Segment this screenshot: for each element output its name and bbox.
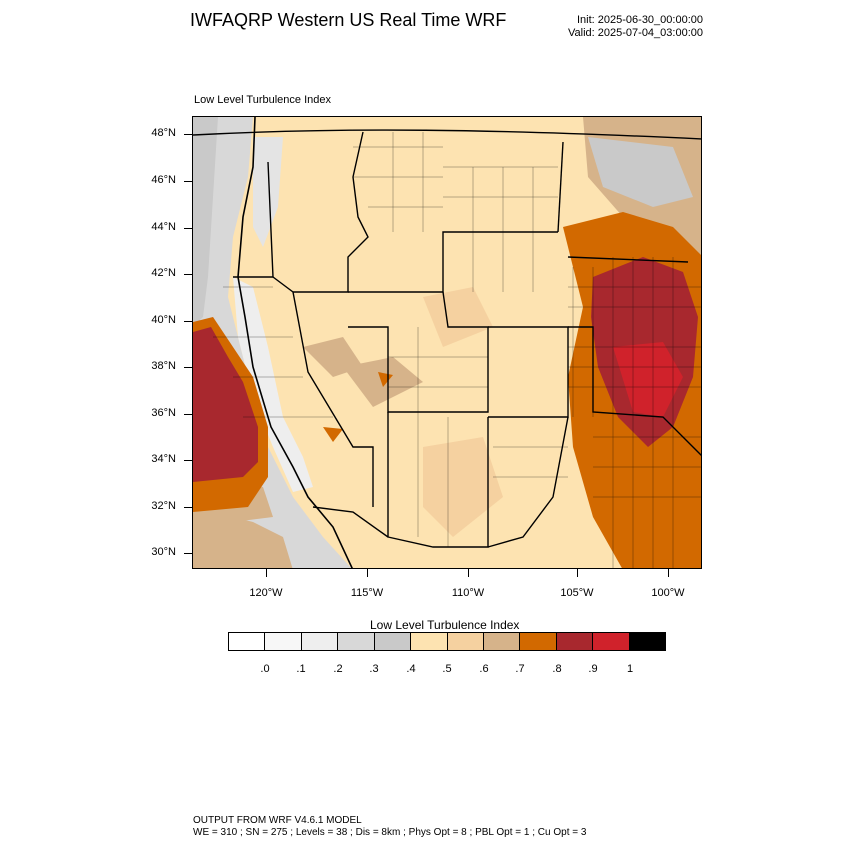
lat-tick xyxy=(184,321,192,322)
lat-tick xyxy=(184,274,192,275)
colorbar-cell xyxy=(301,633,339,650)
coastline xyxy=(237,117,353,568)
lat-label-36: 36°N xyxy=(151,407,176,419)
valid-time: Valid: 2025-07-04_03:00:00 xyxy=(568,27,703,39)
map-subtitle: Low Level Turbulence Index xyxy=(194,94,331,106)
coast-light-field xyxy=(233,277,313,492)
init-time: Init: 2025-06-30_00:00:00 xyxy=(577,14,703,26)
colorbar-cell xyxy=(520,633,557,650)
lat-label-40: 40°N xyxy=(151,314,176,326)
lat-tick xyxy=(184,414,192,415)
colorbar-label: .4 xyxy=(406,663,416,675)
pnw-gray-field xyxy=(253,137,283,247)
init-valid-block: Init: 2025-06-30_00:00:00 Valid: 2025-07… xyxy=(520,14,703,40)
south-tan-field xyxy=(193,507,293,568)
colorbar-title: Low Level Turbulence Index xyxy=(370,618,520,632)
county-lines xyxy=(213,132,701,568)
lat-label-48: 48°N xyxy=(151,127,176,139)
lat-label-44: 44°N xyxy=(151,221,176,233)
lat-tick xyxy=(184,228,192,229)
colorbar-label: .6 xyxy=(479,663,489,675)
main-title: IWFAQRP Western US Real Time WRF xyxy=(190,10,507,30)
lat-tick xyxy=(184,367,192,368)
colorbar-label: .9 xyxy=(588,663,598,675)
colorbar-cell xyxy=(338,633,375,650)
colorbar-cell xyxy=(411,633,448,650)
colorbar-cell xyxy=(265,633,302,650)
lon-label-115: 115°W xyxy=(350,587,384,599)
map-canvas xyxy=(193,117,701,568)
colorbar-label: .2 xyxy=(333,663,343,675)
turbulence-map xyxy=(192,116,702,569)
lat-tick xyxy=(184,181,192,182)
colorbar-label: .0 xyxy=(260,663,270,675)
colorbar-cell xyxy=(374,633,412,650)
offshore-red-field xyxy=(193,327,258,482)
colorbar-label: .5 xyxy=(442,663,452,675)
footer-model-line: OUTPUT FROM WRF V4.6.1 MODEL xyxy=(193,815,362,826)
lon-tick xyxy=(668,569,669,577)
interior-orange-2 xyxy=(323,427,343,442)
colorbar-cell xyxy=(447,633,484,650)
lon-label-120: 120°W xyxy=(249,587,283,599)
lat-tick xyxy=(184,134,192,135)
colorbar-label: .7 xyxy=(515,663,525,675)
lon-label-110: 110°W xyxy=(451,587,485,599)
lon-tick xyxy=(367,569,368,577)
lon-label-105: 105°W xyxy=(560,587,594,599)
colorbar-cell xyxy=(556,633,594,650)
lat-label-30: 30°N xyxy=(151,546,176,558)
footer-config-line: WE = 310 ; SN = 275 ; Levels = 38 ; Dis … xyxy=(193,827,587,838)
lon-tick xyxy=(266,569,267,577)
colorbar-label: 1 xyxy=(626,663,634,675)
colorbar-label: .1 xyxy=(296,663,306,675)
colorbar-label: .3 xyxy=(369,663,379,675)
offshore-gray-field xyxy=(193,117,218,327)
state-borders xyxy=(193,129,701,548)
lat-label-34: 34°N xyxy=(151,453,176,465)
lat-tick xyxy=(184,460,192,461)
plains-gray-field xyxy=(588,137,693,207)
colorbar-cell xyxy=(593,633,630,650)
lat-tick xyxy=(184,553,192,554)
interior-tan-3 xyxy=(423,437,503,537)
model-footer: OUTPUT FROM WRF V4.6.1 MODEL WE = 310 ; … xyxy=(193,815,586,839)
lon-tick xyxy=(468,569,469,577)
lat-label-38: 38°N xyxy=(151,360,176,372)
interior-tan-4 xyxy=(423,287,493,347)
lon-label-100: 100°W xyxy=(651,587,685,599)
colorbar xyxy=(228,632,666,651)
lat-label-42: 42°N xyxy=(151,267,176,279)
colorbar-cell xyxy=(629,633,666,650)
plains-bright-red-field xyxy=(613,342,683,417)
lat-label-32: 32°N xyxy=(151,500,176,512)
lat-tick xyxy=(184,507,192,508)
colorbar-cell xyxy=(229,633,266,650)
colorbar-cell xyxy=(483,633,521,650)
lon-tick xyxy=(577,569,578,577)
colorbar-label: .8 xyxy=(552,663,562,675)
lat-label-46: 46°N xyxy=(151,174,176,186)
interior-orange-1 xyxy=(378,372,393,387)
